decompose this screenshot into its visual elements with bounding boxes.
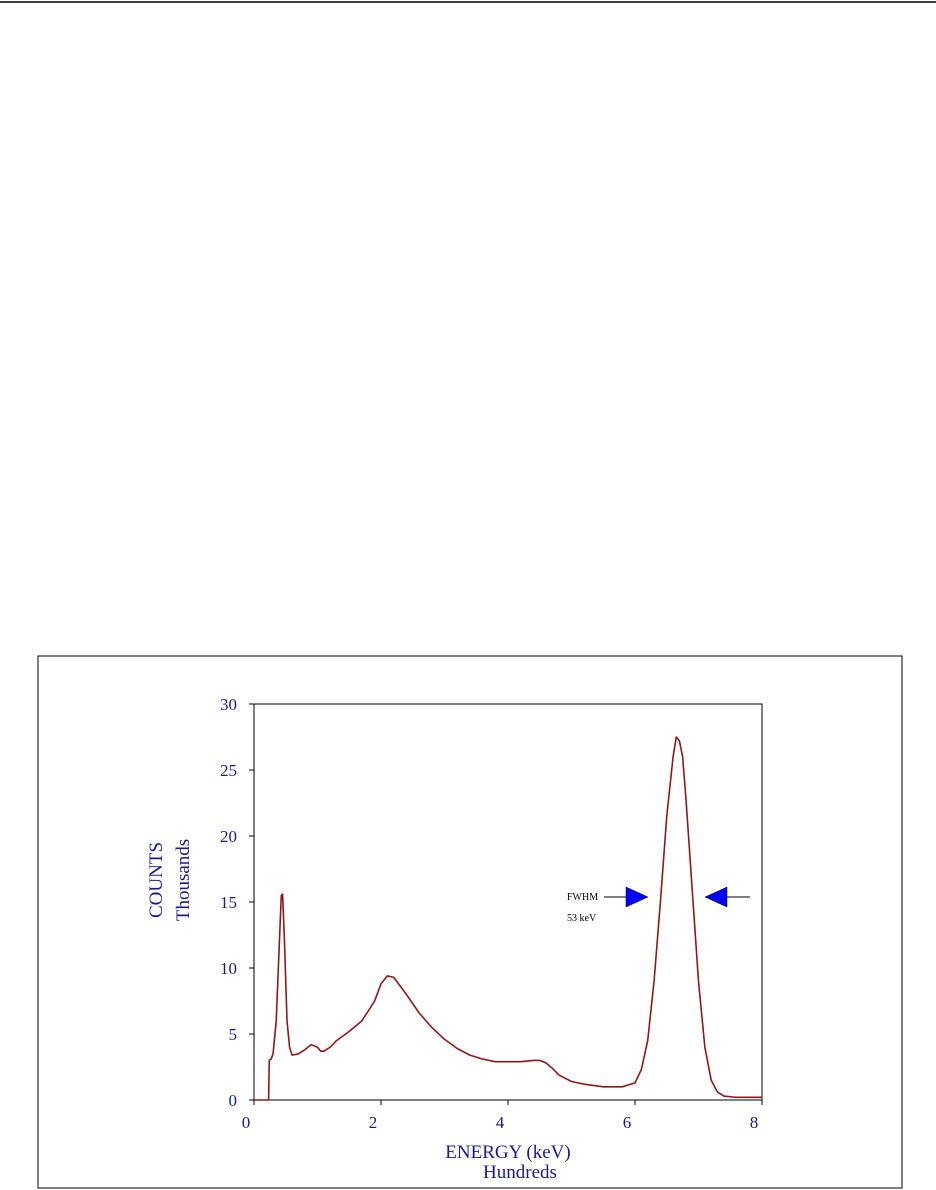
y-tick-label: 15: [220, 893, 237, 912]
plot-frame: [253, 703, 763, 1101]
y-tick-label: 20: [220, 827, 237, 846]
y-axis-label: COUNTS: [146, 842, 167, 918]
arrow-head: [625, 886, 649, 908]
arrow-head: [704, 886, 728, 908]
spectrum-line: [254, 736, 762, 1101]
y-tick-label: 30: [220, 695, 237, 714]
x-tick-label: 8: [750, 1113, 759, 1132]
figure-frame: [37, 655, 903, 1189]
y-tick-label: 5: [229, 1025, 238, 1044]
x-tick-label: 0: [242, 1113, 251, 1132]
y-axis-label: Thousands: [173, 839, 194, 921]
annotation: FWHM: [567, 892, 598, 903]
x-tick-label: 6: [623, 1113, 632, 1132]
y-tick-label: 25: [220, 761, 237, 780]
x-tick-label: 2: [369, 1113, 378, 1132]
annotation: 53 keV: [567, 913, 597, 924]
x-axis-label: Hundreds: [483, 1162, 557, 1183]
y-tick-label: 0: [229, 1091, 238, 1110]
x-axis-label: ENERGY (keV): [445, 1142, 570, 1163]
y-tick-label: 10: [220, 959, 237, 978]
x-tick-label: 4: [496, 1113, 505, 1132]
